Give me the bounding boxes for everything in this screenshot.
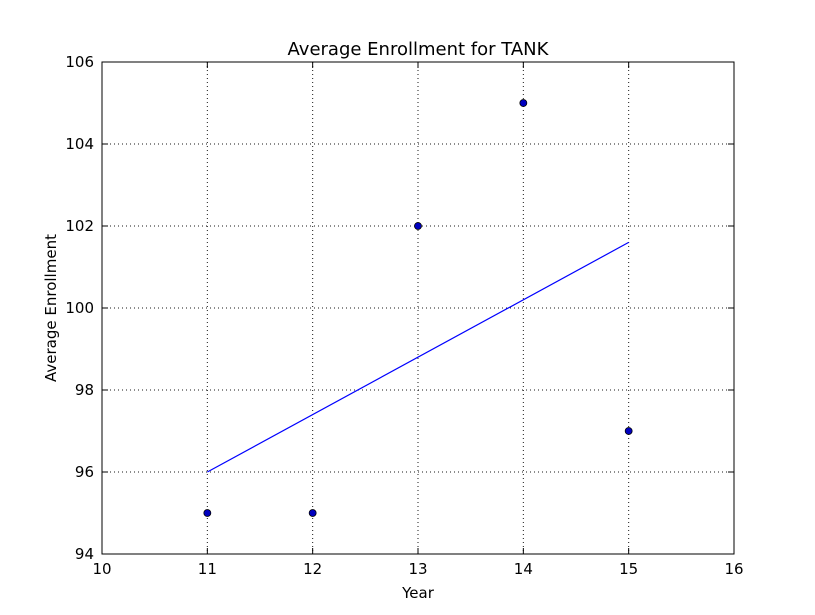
x-tick-label: 16 [724,560,743,578]
y-tick-label: 94 [75,545,94,563]
data-point [624,427,633,435]
data-point [308,509,317,517]
scatter-points [203,99,633,517]
y-tick-label: 100 [65,299,94,317]
data-point [203,509,212,517]
data-point [519,99,528,107]
trend-line [207,241,629,473]
y-tick-label: 106 [65,53,94,71]
y-tick-label: 104 [65,135,94,153]
x-tick-label: 10 [92,560,111,578]
x-tick-label: 14 [514,560,533,578]
x-tick-label: 13 [408,560,427,578]
y-tick-label: 102 [65,217,94,235]
x-tick-label: 12 [303,560,322,578]
x-axis: 10 11 12 13 14 15 16 [92,62,744,578]
y-tick-label: 98 [75,381,94,399]
plot-frame [101,61,735,555]
y-tick-label: 96 [75,463,94,481]
data-point [414,222,422,230]
y-axis: 94 96 98 100 102 104 106 [65,53,734,563]
y-axis-label: Average Enrollment [42,234,60,382]
grid [102,62,734,554]
chart-title: Average Enrollment for TANK [288,39,550,60]
x-tick-label: 15 [619,560,638,578]
x-tick-label: 11 [198,560,217,578]
x-axis-label: Year [401,584,435,602]
